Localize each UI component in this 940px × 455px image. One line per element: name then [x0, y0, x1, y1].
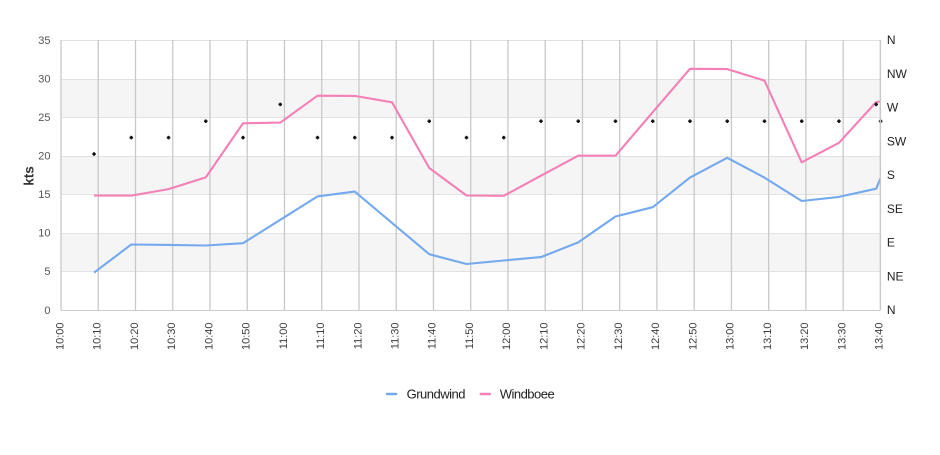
svg-text:11:20: 11:20 — [352, 323, 364, 350]
svg-text:0: 0 — [44, 305, 50, 317]
svg-text:25: 25 — [38, 112, 50, 124]
svg-text:S: S — [887, 168, 895, 182]
svg-text:20: 20 — [38, 151, 50, 163]
svg-text:5: 5 — [44, 266, 50, 278]
svg-text:10:50: 10:50 — [241, 323, 253, 351]
svg-text:13:20: 13:20 — [799, 323, 811, 351]
svg-text:10:20: 10:20 — [129, 323, 141, 351]
svg-text:E: E — [887, 236, 895, 250]
svg-text:11:00: 11:00 — [278, 323, 290, 350]
svg-text:12:40: 12:40 — [650, 323, 662, 351]
svg-text:13:00: 13:00 — [725, 323, 737, 351]
svg-text:30: 30 — [38, 73, 50, 85]
svg-text:Windboee: Windboee — [500, 386, 555, 401]
svg-text:11:10: 11:10 — [315, 323, 327, 350]
svg-text:11:40: 11:40 — [427, 323, 439, 350]
svg-text:35: 35 — [38, 35, 50, 47]
svg-text:NW: NW — [887, 67, 908, 81]
svg-text:10:40: 10:40 — [203, 323, 215, 351]
svg-text:Grundwind: Grundwind — [407, 386, 466, 401]
svg-text:13:30: 13:30 — [836, 323, 848, 351]
svg-text:10:30: 10:30 — [166, 323, 178, 351]
svg-text:11:50: 11:50 — [464, 323, 476, 350]
svg-text:W: W — [887, 101, 899, 115]
svg-text:13:10: 13:10 — [762, 323, 774, 351]
svg-text:SE: SE — [887, 202, 903, 216]
svg-text:10: 10 — [38, 228, 50, 240]
svg-text:N: N — [887, 303, 896, 317]
svg-text:10:10: 10:10 — [92, 323, 104, 351]
svg-text:12:30: 12:30 — [613, 323, 625, 351]
svg-text:kts: kts — [21, 166, 36, 186]
svg-text:10:00: 10:00 — [54, 323, 66, 351]
svg-text:NE: NE — [887, 269, 904, 283]
svg-text:12:50: 12:50 — [687, 323, 699, 351]
svg-text:SW: SW — [887, 134, 907, 148]
svg-text:13:40: 13:40 — [874, 323, 886, 351]
svg-text:15: 15 — [38, 189, 50, 201]
svg-text:11:30: 11:30 — [390, 323, 402, 350]
svg-text:12:20: 12:20 — [576, 323, 588, 351]
svg-text:12:00: 12:00 — [501, 323, 513, 351]
svg-text:12:10: 12:10 — [538, 323, 550, 351]
svg-text:N: N — [887, 33, 896, 47]
